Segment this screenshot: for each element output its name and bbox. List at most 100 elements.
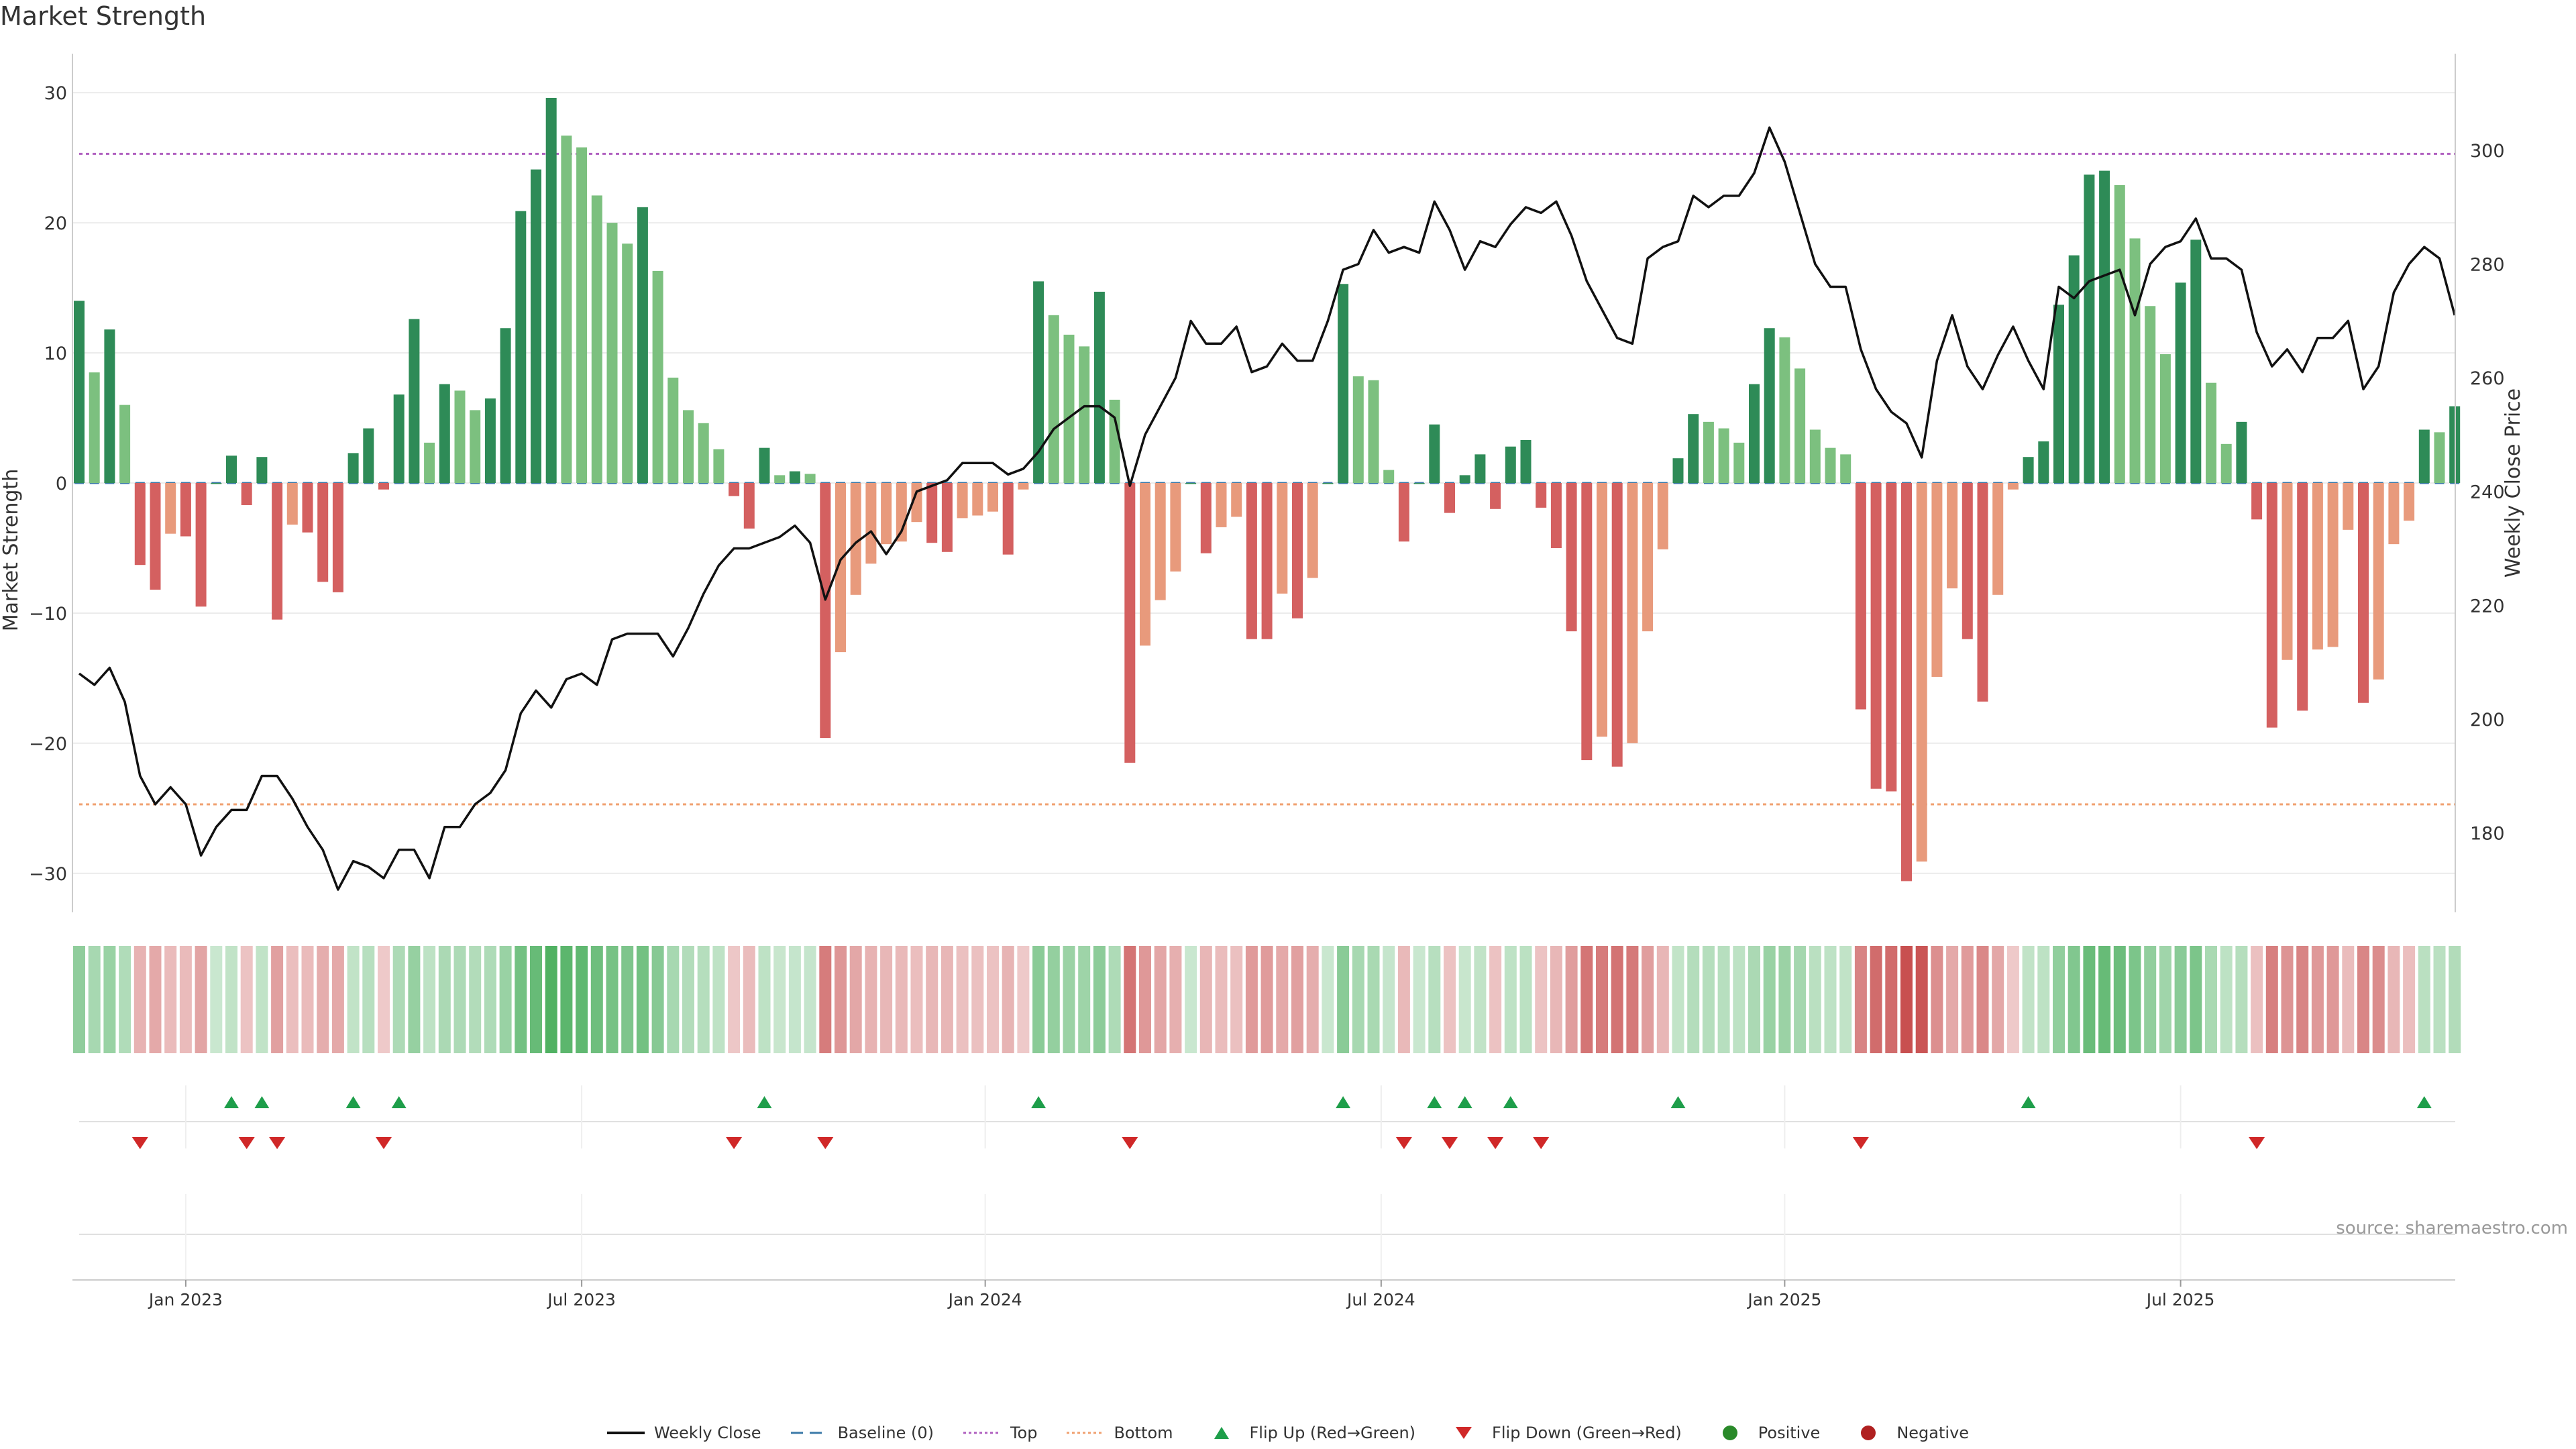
heat-cell bbox=[1367, 946, 1380, 1053]
legend-label: Weekly Close bbox=[653, 1424, 761, 1442]
heat-cell bbox=[819, 946, 832, 1053]
heat-cell bbox=[149, 946, 162, 1053]
strength-bar bbox=[1322, 483, 1334, 484]
strength-bar bbox=[2190, 239, 2202, 483]
strength-bar bbox=[272, 483, 283, 620]
strength-bar bbox=[195, 483, 207, 607]
left-tick-label: 30 bbox=[44, 83, 67, 104]
strength-bar bbox=[1657, 483, 1668, 549]
legend-item: Top bbox=[963, 1424, 1037, 1442]
heat-cell bbox=[1474, 946, 1487, 1053]
strength-bar bbox=[1886, 483, 1897, 792]
strength-bar bbox=[1429, 424, 1440, 483]
heat-cell bbox=[1870, 946, 1882, 1053]
heat-cell bbox=[240, 946, 253, 1053]
strength-bar bbox=[1581, 483, 1593, 761]
heat-cell bbox=[1687, 946, 1700, 1053]
heat-cell bbox=[438, 946, 451, 1053]
flip-up-marker bbox=[224, 1096, 239, 1108]
strength-bar bbox=[789, 471, 800, 483]
strength-bar bbox=[1550, 483, 1562, 548]
flip-down-marker bbox=[1442, 1137, 1458, 1149]
heat-cell bbox=[2205, 946, 2217, 1053]
strength-bar bbox=[424, 442, 435, 483]
heat-cell bbox=[225, 946, 237, 1053]
heat-cell bbox=[286, 946, 299, 1053]
heat-cell bbox=[1946, 946, 1959, 1053]
strength-bar bbox=[2312, 483, 2323, 650]
heat-cell bbox=[2144, 946, 2157, 1053]
strength-bar bbox=[1048, 315, 1059, 483]
strength-bar bbox=[1002, 483, 1014, 555]
heat-cell bbox=[1291, 946, 1303, 1053]
heat-cell bbox=[1002, 946, 1014, 1053]
flip-up-marker bbox=[1670, 1096, 1686, 1108]
strength-bar bbox=[1901, 483, 1912, 881]
strength-bar bbox=[1292, 483, 1303, 619]
strength-bar bbox=[2343, 483, 2354, 530]
strength-bar bbox=[2282, 483, 2293, 660]
strength-bar bbox=[2023, 457, 2034, 483]
heat-cell bbox=[164, 946, 177, 1053]
flip-markers bbox=[79, 1085, 2455, 1149]
strength-bar bbox=[1368, 380, 1379, 483]
dotted-line-icon bbox=[963, 1432, 1001, 1434]
heat-cell bbox=[2281, 946, 2294, 1053]
strength-bar bbox=[89, 372, 100, 483]
strength-bar bbox=[1642, 483, 1654, 632]
strength-bar bbox=[347, 453, 359, 483]
flip-up-marker bbox=[2021, 1096, 2036, 1108]
flip-up-marker bbox=[391, 1096, 407, 1108]
strength-bar bbox=[957, 483, 968, 519]
left-tick-label: 0 bbox=[56, 474, 67, 494]
weekly-close-line bbox=[78, 126, 2456, 891]
heat-cell bbox=[392, 946, 405, 1053]
heat-cell bbox=[1778, 946, 1791, 1053]
flip-up-marker bbox=[1457, 1096, 1472, 1108]
legend-item: Positive bbox=[1711, 1424, 1820, 1442]
strength-bar bbox=[576, 147, 588, 484]
strength-bar bbox=[637, 207, 648, 483]
strength-bar bbox=[1063, 334, 1075, 483]
strength-bar bbox=[1749, 384, 1760, 483]
strength-bar bbox=[226, 455, 237, 483]
heat-cell bbox=[788, 946, 801, 1053]
chart-title: Market Strength bbox=[0, 1, 207, 31]
flip-up-marker bbox=[757, 1096, 772, 1108]
strength-bar bbox=[622, 244, 633, 483]
strength-bar bbox=[2159, 354, 2171, 483]
flip-down-marker bbox=[1122, 1137, 1138, 1149]
legend-label: Flip Up (Red→Green) bbox=[1249, 1424, 1416, 1442]
strength-bar bbox=[911, 483, 922, 523]
strength-bar bbox=[2373, 483, 2384, 680]
triangle-up-icon bbox=[1214, 1427, 1229, 1439]
strength-bar bbox=[1809, 429, 1821, 483]
strength-bar bbox=[865, 483, 877, 564]
heat-cell bbox=[2113, 946, 2126, 1053]
heat-cell bbox=[651, 946, 664, 1053]
strength-bar bbox=[1688, 414, 1699, 483]
strength-bar bbox=[2114, 184, 2125, 483]
heat-cell bbox=[2296, 946, 2309, 1053]
heat-cell bbox=[73, 946, 85, 1053]
strength-bar bbox=[2007, 483, 2019, 490]
strength-bar bbox=[561, 136, 572, 483]
strength-bar bbox=[470, 410, 481, 483]
strength-bar bbox=[850, 483, 861, 595]
flip-down-marker bbox=[269, 1137, 286, 1149]
right-tick-label: 280 bbox=[2470, 255, 2505, 276]
heat-cell bbox=[1809, 946, 1821, 1053]
strength-bar bbox=[667, 377, 679, 483]
legend-label: Flip Down (Green→Red) bbox=[1492, 1424, 1682, 1442]
strength-bar bbox=[820, 483, 831, 739]
strength-bar bbox=[1413, 483, 1425, 484]
dash-line-icon bbox=[790, 1432, 828, 1434]
heat-cell bbox=[1078, 946, 1091, 1053]
heat-cell bbox=[1276, 946, 1289, 1053]
heat-cell bbox=[1032, 946, 1045, 1053]
strength-bar bbox=[926, 483, 938, 543]
legend-item: Flip Up (Red→Green) bbox=[1203, 1424, 1416, 1442]
heat-cell bbox=[1550, 946, 1562, 1053]
heat-cell bbox=[971, 946, 984, 1053]
strength-bar bbox=[1338, 284, 1349, 483]
